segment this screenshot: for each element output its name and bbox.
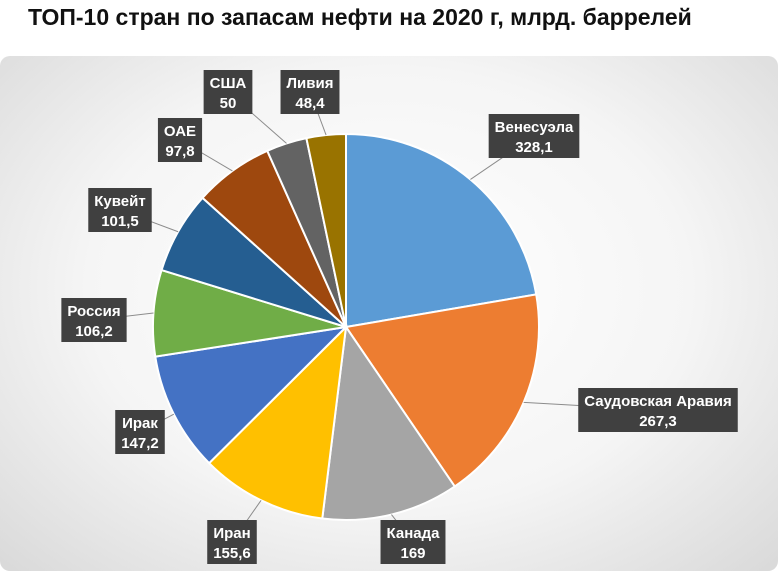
data-label-8: ОАЕ 97,8 <box>157 118 203 162</box>
data-label-value: 267,3 <box>639 413 677 430</box>
data-label-name: Ирак <box>122 415 158 432</box>
data-label-6: Россия 106,2 <box>61 298 127 342</box>
pie-slice-3 <box>321 324 457 521</box>
pie-slice-10 <box>305 132 347 328</box>
data-label-name: ОАЕ <box>164 123 196 140</box>
chart-title: ТОП-10 стран по запасам нефти на 2020 г,… <box>28 4 692 30</box>
data-label-box <box>207 520 257 564</box>
data-label-value: 155,6 <box>213 545 251 562</box>
data-label-7: Кувейт 101,5 <box>88 188 152 232</box>
data-label-name: Канада <box>387 525 441 542</box>
pie-slice-5 <box>154 325 349 465</box>
data-label-box <box>61 298 127 342</box>
data-label-name: Венесуэла <box>495 119 574 136</box>
data-label-name: Россия <box>67 303 120 320</box>
data-label-box <box>380 520 446 564</box>
data-label-value: 48,4 <box>295 95 325 112</box>
data-label-box <box>157 118 203 162</box>
data-label-name: Саудовская Аравия <box>584 393 732 410</box>
data-label-value: 50 <box>220 95 237 112</box>
data-label-4: Иран 155,6 <box>207 520 257 564</box>
data-label-value: 147,2 <box>121 435 159 452</box>
data-label-value: 106,2 <box>75 323 113 340</box>
data-label-name: США <box>210 75 247 92</box>
data-label-box <box>280 70 340 114</box>
data-label-name: Кувейт <box>94 193 145 210</box>
data-label-value: 169 <box>400 545 425 562</box>
data-label-5: Ирак 147,2 <box>115 410 165 454</box>
data-label-value: 101,5 <box>101 213 139 230</box>
data-label-box <box>203 70 253 114</box>
data-label-value: 328,1 <box>515 139 553 156</box>
pie-slice-1 <box>345 132 538 329</box>
data-label-name: Ливия <box>287 75 334 92</box>
data-label-3: Канада 169 <box>380 520 446 564</box>
data-label-1: Венесуэла 328,1 <box>488 114 580 158</box>
data-label-value: 97,8 <box>165 143 194 160</box>
data-label-10: Ливия 48,4 <box>280 70 340 114</box>
data-label-box <box>88 188 152 232</box>
data-label-name: Иран <box>213 525 250 542</box>
data-label-box <box>488 114 580 158</box>
data-label-2: Саудовская Аравия 267,3 <box>578 388 738 432</box>
data-label-box <box>578 388 738 432</box>
data-label-9: США 50 <box>203 70 253 114</box>
data-label-box <box>115 410 165 454</box>
pie-slice-4 <box>207 324 348 520</box>
